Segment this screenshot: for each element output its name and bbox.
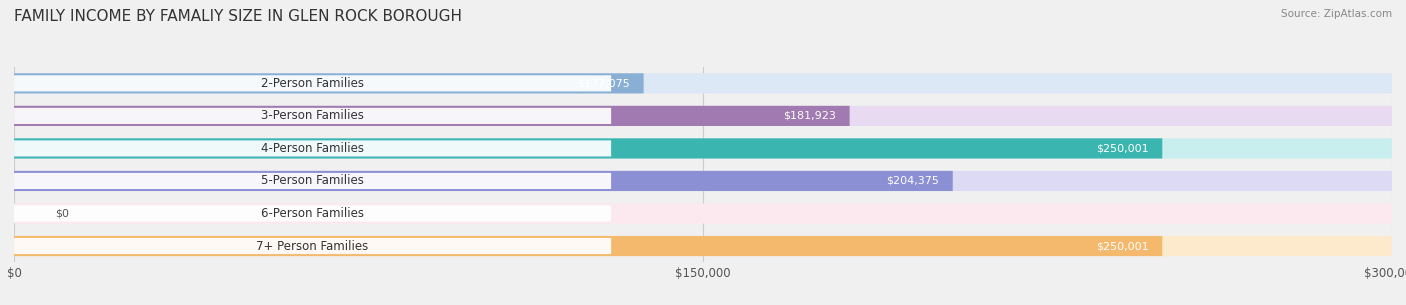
Text: FAMILY INCOME BY FAMALIY SIZE IN GLEN ROCK BOROUGH: FAMILY INCOME BY FAMALIY SIZE IN GLEN RO… (14, 9, 463, 24)
Text: 5-Person Families: 5-Person Families (262, 174, 364, 188)
FancyBboxPatch shape (14, 236, 1163, 256)
FancyBboxPatch shape (14, 75, 612, 92)
FancyBboxPatch shape (14, 173, 612, 189)
FancyBboxPatch shape (14, 73, 1392, 93)
Text: 7+ Person Families: 7+ Person Families (256, 239, 368, 253)
Text: $250,001: $250,001 (1095, 143, 1149, 153)
FancyBboxPatch shape (14, 238, 612, 254)
Text: 2-Person Families: 2-Person Families (262, 77, 364, 90)
Text: $0: $0 (55, 209, 69, 218)
FancyBboxPatch shape (14, 171, 953, 191)
FancyBboxPatch shape (14, 106, 1392, 126)
FancyBboxPatch shape (14, 138, 1392, 159)
Text: $250,001: $250,001 (1095, 241, 1149, 251)
Text: $204,375: $204,375 (886, 176, 939, 186)
FancyBboxPatch shape (14, 106, 849, 126)
FancyBboxPatch shape (14, 171, 1392, 191)
FancyBboxPatch shape (14, 203, 1392, 224)
FancyBboxPatch shape (14, 138, 1163, 159)
Text: Source: ZipAtlas.com: Source: ZipAtlas.com (1281, 9, 1392, 19)
FancyBboxPatch shape (14, 236, 1392, 256)
FancyBboxPatch shape (14, 73, 644, 93)
Text: 4-Person Families: 4-Person Families (262, 142, 364, 155)
FancyBboxPatch shape (14, 206, 612, 221)
Text: $181,923: $181,923 (783, 111, 835, 121)
Text: 3-Person Families: 3-Person Families (262, 109, 364, 122)
FancyBboxPatch shape (14, 140, 612, 156)
Text: $137,075: $137,075 (576, 78, 630, 88)
FancyBboxPatch shape (14, 108, 612, 124)
Text: 6-Person Families: 6-Person Families (262, 207, 364, 220)
